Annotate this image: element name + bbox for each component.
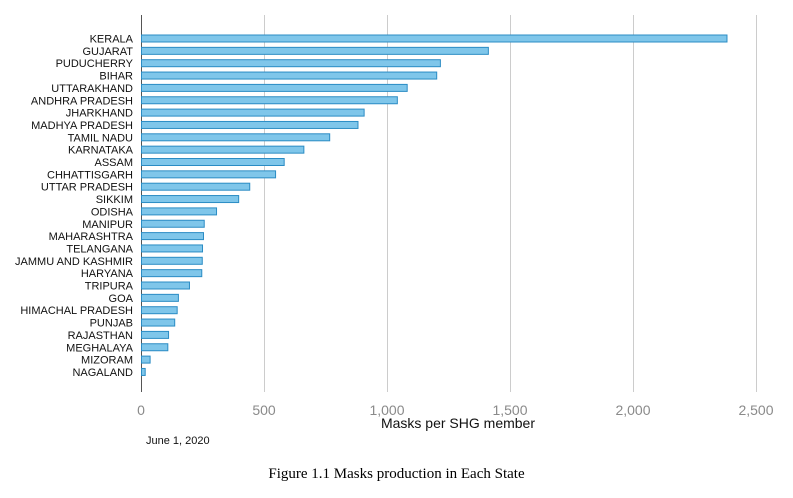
category-label: MAHARASHTRA (49, 231, 134, 243)
bar (141, 219, 205, 228)
category-label: TAMIL NADU (68, 132, 133, 144)
bar (141, 59, 441, 68)
bars (141, 34, 728, 376)
category-label: KARNATAKA (68, 145, 134, 157)
bar (141, 207, 218, 216)
x-tick-label: 1,500 (492, 402, 527, 418)
category-label: SIKKIM (96, 194, 133, 206)
category-label: PUDUCHERRY (56, 58, 134, 70)
bar (141, 367, 146, 376)
bar (141, 330, 170, 339)
x-tick-labels: 0 500 1,000 1,500 2,000 2,500 (137, 402, 774, 418)
category-label: ODISHA (91, 206, 134, 218)
category-label: BIHAR (99, 71, 133, 83)
category-label: ANDHRA PRADESH (31, 95, 133, 107)
bar (141, 182, 251, 191)
category-label: RAJASTHAN (68, 330, 133, 342)
bar (141, 232, 204, 241)
x-tick-label: 2,000 (615, 402, 650, 418)
category-label: UTTARAKHAND (51, 83, 133, 95)
x-tick-label: 0 (137, 402, 145, 418)
category-label: UTTAR PRADESH (41, 182, 133, 194)
bar (141, 195, 240, 204)
bar (141, 46, 489, 55)
bar-chart: KERALAGUJARATPUDUCHERRYBIHARUTTARAKHANDA… (15, 15, 774, 447)
category-label: MANIPUR (82, 219, 133, 231)
bar (141, 343, 169, 352)
category-label: MIZORAM (81, 355, 133, 367)
bar (141, 145, 305, 154)
bar (141, 293, 179, 302)
bar (141, 83, 408, 92)
category-label: TELANGANA (66, 243, 133, 255)
category-labels: KERALAGUJARATPUDUCHERRYBIHARUTTARAKHANDA… (15, 34, 134, 379)
x-tick-label: 2,500 (738, 402, 773, 418)
bar (141, 256, 203, 265)
x-tick-label: 1,000 (369, 402, 404, 418)
category-label: GUJARAT (82, 46, 133, 58)
bar (141, 71, 438, 80)
category-label: TRIPURA (85, 281, 134, 293)
bar (141, 281, 190, 290)
x-tick-label: 500 (252, 402, 276, 418)
bar (141, 108, 365, 117)
bar (141, 170, 277, 179)
bar (141, 355, 151, 364)
category-label: JHARKHAND (66, 108, 133, 120)
category-label: MADHYA PRADESH (31, 120, 133, 132)
category-label: HARYANA (81, 268, 134, 280)
bar (141, 244, 204, 253)
category-label: MEGHALAYA (66, 342, 133, 354)
bar (141, 120, 359, 129)
category-label: NAGALAND (72, 367, 133, 379)
category-label: CHHATTISGARH (47, 169, 133, 181)
category-label: HIMACHAL PRADESH (20, 305, 133, 317)
bar (141, 133, 331, 142)
category-label: PUNJAB (90, 318, 133, 330)
bar (141, 96, 398, 105)
category-label: KERALA (90, 34, 134, 46)
date-note: June 1, 2020 (146, 435, 210, 447)
category-label: ASSAM (94, 157, 133, 169)
x-axis-title: Masks per SHG member (381, 415, 535, 431)
bar (141, 158, 285, 166)
figure-caption: Figure 1.1 Masks production in Each Stat… (268, 466, 525, 482)
bar (141, 34, 728, 43)
bar (141, 318, 176, 327)
category-label: JAMMU AND KASHMIR (15, 256, 133, 268)
bar (141, 269, 203, 278)
category-label: GOA (109, 293, 134, 305)
bar (141, 306, 178, 315)
